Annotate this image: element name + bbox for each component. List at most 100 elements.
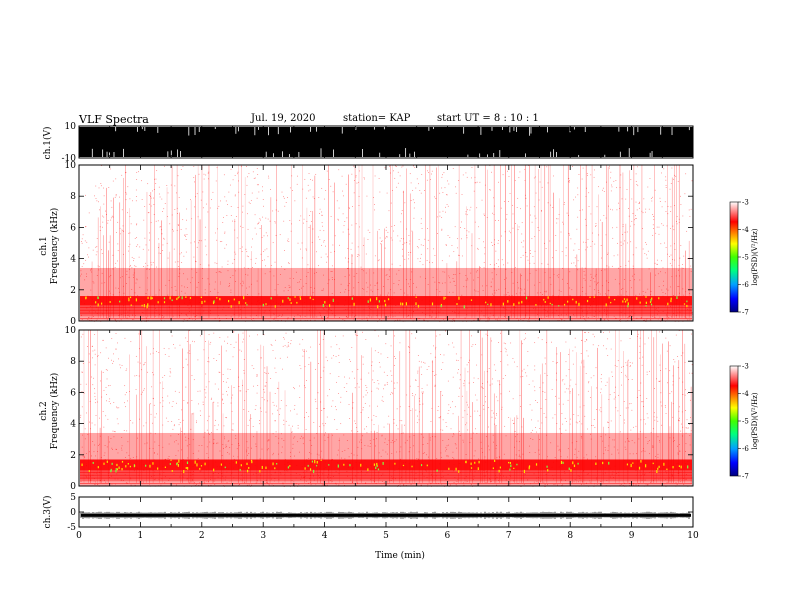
noise-speck bbox=[159, 382, 161, 384]
noise-speck bbox=[420, 192, 422, 194]
noise-speck bbox=[105, 415, 107, 417]
noise-speck bbox=[464, 228, 466, 229]
noise-speck bbox=[418, 458, 419, 460]
noise-speck bbox=[469, 359, 470, 361]
noise-speck bbox=[611, 184, 613, 186]
noise-speck bbox=[87, 295, 89, 297]
noise-speck bbox=[178, 276, 180, 277]
noise-speck bbox=[419, 404, 421, 406]
noise-speck bbox=[341, 457, 342, 459]
noise-speck bbox=[577, 216, 579, 218]
noise-speck bbox=[321, 222, 323, 224]
noise-speck bbox=[400, 221, 402, 223]
noise-speck bbox=[222, 393, 224, 395]
noise-speck bbox=[503, 453, 505, 455]
noise-speck bbox=[151, 476, 152, 477]
noise-speck bbox=[442, 271, 444, 273]
noise-speck bbox=[119, 196, 120, 198]
noise-speck bbox=[656, 416, 658, 418]
noise-speck bbox=[84, 456, 86, 458]
noise-speck bbox=[309, 439, 311, 441]
noise-speck bbox=[196, 246, 198, 248]
noise-speck bbox=[138, 256, 140, 258]
noise-speck bbox=[677, 356, 679, 357]
noise-speck bbox=[397, 428, 399, 430]
noise-speck bbox=[331, 405, 333, 407]
noise-speck bbox=[162, 316, 164, 318]
noise-speck bbox=[210, 313, 211, 314]
noise-speck bbox=[618, 283, 620, 285]
noise-speck bbox=[162, 424, 164, 426]
noise-speck bbox=[584, 279, 586, 281]
noise-speck bbox=[95, 254, 97, 256]
noise-speck bbox=[427, 284, 429, 285]
ch1-gap bbox=[355, 127, 357, 130]
noise-speck bbox=[429, 314, 431, 316]
noise-speck bbox=[568, 178, 570, 179]
noise-speck bbox=[354, 420, 356, 422]
noise-speck bbox=[299, 315, 301, 316]
noise-speck bbox=[550, 204, 551, 206]
noise-speck bbox=[355, 334, 357, 336]
noise-speck bbox=[203, 173, 205, 175]
noise-speck bbox=[465, 454, 467, 455]
noise-speck bbox=[344, 484, 345, 486]
noise-speck bbox=[330, 185, 332, 187]
noise-speck bbox=[193, 379, 195, 381]
noise-speck bbox=[646, 243, 647, 245]
intense-speck bbox=[610, 301, 612, 304]
noise-speck bbox=[491, 410, 493, 412]
ch1-gap bbox=[409, 153, 411, 157]
intense-speck bbox=[230, 305, 232, 308]
noise-speck bbox=[162, 397, 164, 399]
noise-speck bbox=[185, 314, 187, 315]
noise-speck bbox=[500, 475, 501, 477]
noise-speck bbox=[290, 343, 292, 345]
noise-speck bbox=[139, 362, 141, 364]
noise-speck bbox=[300, 287, 302, 289]
noise-speck bbox=[222, 444, 224, 445]
noise-speck bbox=[662, 295, 664, 297]
ch1-gap bbox=[573, 127, 575, 130]
noise-speck bbox=[658, 311, 660, 312]
noise-speck bbox=[247, 267, 249, 269]
noise-speck bbox=[625, 362, 627, 364]
noise-speck bbox=[150, 353, 151, 355]
noise-speck bbox=[208, 464, 210, 466]
noise-speck bbox=[331, 271, 333, 272]
noise-speck bbox=[504, 231, 506, 233]
noise-speck bbox=[666, 318, 668, 320]
noise-speck bbox=[291, 431, 292, 433]
noise-speck bbox=[466, 237, 468, 239]
noise-speck bbox=[439, 417, 441, 419]
noise-speck bbox=[585, 242, 587, 243]
noise-speck bbox=[638, 484, 639, 486]
noise-speck bbox=[357, 335, 358, 336]
intense-speck bbox=[176, 297, 178, 301]
noise-speck bbox=[577, 481, 579, 483]
noise-speck bbox=[199, 264, 201, 265]
noise-speck bbox=[542, 294, 543, 295]
noise-speck bbox=[246, 441, 248, 443]
noise-speck bbox=[244, 194, 246, 195]
noise-speck bbox=[205, 203, 207, 205]
noise-speck bbox=[94, 353, 96, 355]
noise-speck bbox=[620, 319, 622, 320]
noise-speck bbox=[275, 339, 276, 341]
noise-speck bbox=[97, 355, 99, 357]
noise-speck bbox=[313, 437, 315, 439]
noise-speck bbox=[486, 217, 488, 218]
noise-speck bbox=[420, 257, 421, 259]
noise-speck bbox=[93, 301, 95, 303]
noise-speck bbox=[631, 440, 633, 441]
noise-speck bbox=[184, 286, 185, 288]
noise-speck bbox=[606, 280, 608, 282]
ch1-gap bbox=[115, 127, 117, 132]
noise-speck bbox=[679, 406, 680, 408]
noise-speck bbox=[301, 476, 302, 478]
noise-speck bbox=[619, 208, 620, 209]
noise-speck bbox=[644, 450, 646, 452]
intense-speck bbox=[299, 296, 301, 298]
noise-speck bbox=[284, 463, 286, 465]
noise-speck bbox=[504, 316, 505, 317]
